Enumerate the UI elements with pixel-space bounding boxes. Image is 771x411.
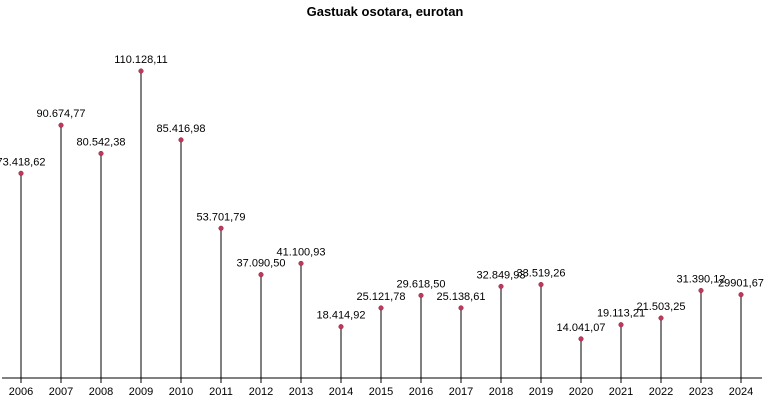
- data-label-2016: 29.618,50: [397, 278, 446, 290]
- x-tick-label-2006: 2006: [9, 386, 33, 398]
- data-label-2013: 41.100,93: [277, 246, 326, 258]
- data-point-2013: [298, 260, 304, 266]
- data-label-2020: 14.041,07: [557, 322, 606, 334]
- data-label-2006: 73.418,62: [0, 156, 45, 168]
- data-point-2010: [178, 137, 184, 143]
- x-tick-label-2009: 2009: [129, 386, 153, 398]
- data-label-2014: 18.414,92: [317, 310, 366, 322]
- x-tick-label-2015: 2015: [369, 386, 393, 398]
- data-point-2016: [418, 292, 424, 298]
- data-label-2022: 21.503,25: [637, 301, 686, 313]
- data-point-2006: [18, 170, 24, 176]
- x-tick-label-2023: 2023: [689, 386, 713, 398]
- x-tick-label-2014: 2014: [329, 386, 353, 398]
- data-point-2021: [618, 322, 624, 328]
- data-point-2017: [458, 305, 464, 311]
- x-tick-label-2008: 2008: [89, 386, 113, 398]
- x-tick-label-2011: 2011: [209, 386, 233, 398]
- data-point-2023: [698, 287, 704, 294]
- data-label-2008: 80.542,38: [77, 136, 126, 148]
- x-axis: 2006 2007 2008 2009 2010 2011 2012 2013 2014 2015…: [2, 377, 762, 398]
- data-point-2024: [738, 292, 744, 298]
- data-label-2018: 32.849,93: [477, 269, 526, 281]
- x-tick-label-2020: 2020: [569, 386, 593, 398]
- x-tick-label-2019: 2019: [529, 386, 553, 398]
- data-label-2011: 53.701,79: [197, 211, 246, 223]
- x-tick-label-2012: 2012: [249, 386, 273, 398]
- data-label-2019: 33.519,26: [517, 268, 566, 280]
- x-tick-label-2017: 2017: [449, 386, 473, 398]
- chart-title: Gastuak osotara, eurotan: [307, 4, 464, 19]
- data-label-2012: 37.090,50: [237, 258, 286, 270]
- data-label-2009: 110.128,11: [114, 54, 167, 66]
- data-label-2021: 19.113,21: [597, 308, 645, 320]
- data-point-2019: [538, 282, 544, 288]
- data-label-2010: 85.416,98: [157, 123, 206, 135]
- data-label-2017: 25.138,61: [437, 291, 486, 303]
- x-tick-label-2007: 2007: [49, 386, 73, 398]
- x-tick-label-2010: 2010: [169, 386, 193, 398]
- data-point-2011: [218, 225, 224, 231]
- data-point-2012: [258, 272, 264, 278]
- x-tick-label-2021: 2021: [609, 386, 633, 398]
- data-point-2007: [58, 122, 64, 128]
- data-point-2009: [138, 68, 144, 74]
- x-tick-label-2016: 2016: [409, 386, 433, 398]
- data-point-2014: [338, 324, 344, 330]
- data-label-2015: 25.121,78: [357, 291, 406, 303]
- data-label-2023: 31.390,12: [677, 273, 726, 285]
- data-point-2008: [98, 150, 104, 157]
- data-point-2018: [498, 283, 504, 289]
- plot-area: 73.418,62 90.674,77 80.542,38 110.128,11 85.…: [0, 54, 764, 378]
- data-point-2020: [578, 336, 584, 342]
- data-point-2015: [378, 305, 384, 311]
- x-tick-label-2018: 2018: [489, 386, 513, 398]
- x-tick-label-2022: 2022: [649, 386, 673, 398]
- x-tick-label-2013: 2013: [289, 386, 313, 398]
- data-point-2022: [658, 315, 664, 321]
- data-label-2007: 90.674,77: [37, 108, 86, 120]
- x-tick-label-2024: 2024: [729, 386, 753, 398]
- data-label-2024: 29901,67: [718, 278, 764, 290]
